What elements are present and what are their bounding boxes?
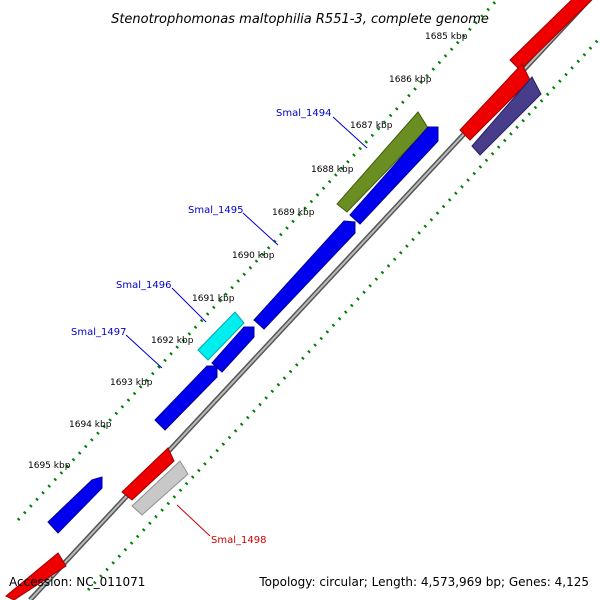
inner-tick-guide xyxy=(86,38,600,592)
callout-line xyxy=(242,212,279,246)
gene-smal-1495[interactable] xyxy=(253,220,356,330)
outer-tick-guide xyxy=(16,0,500,522)
gene-arrow-red[interactable] xyxy=(509,0,600,71)
tick-label: 1694 kbp xyxy=(69,420,112,430)
gene-arrow-red[interactable] xyxy=(5,552,67,600)
gene-label-smal-1494[interactable]: Smal_1494 xyxy=(276,108,331,119)
gene-smal-1497[interactable] xyxy=(154,365,218,431)
tick-label: 1693 kbp xyxy=(110,378,153,388)
callout-line xyxy=(171,287,207,323)
tick-label: 1688 kbp xyxy=(311,165,354,175)
gene-arrow-red[interactable] xyxy=(121,447,175,501)
tick-label: 1692 kbp xyxy=(151,336,194,346)
gene-cds-blue[interactable] xyxy=(349,126,439,225)
tick-label: 1695 kbp xyxy=(28,461,71,471)
accession-text: Accession: NC_011071 xyxy=(9,575,145,589)
tick-label: 1689 kbp xyxy=(272,208,315,218)
callout-line xyxy=(332,116,368,149)
tick-label: 1691 kbp xyxy=(192,294,235,304)
gene-label-smal-1495[interactable]: Smal_1495 xyxy=(188,205,243,216)
gene-cds-blue[interactable] xyxy=(47,476,103,534)
gene-arrow-slate[interactable] xyxy=(471,76,542,156)
tick-label: 1685 kbp xyxy=(425,32,468,42)
gene-label-smal-1497[interactable]: Smal_1497 xyxy=(71,327,126,338)
gene-label-smal-1498[interactable]: Smal_1498 xyxy=(211,535,266,546)
map-title: Stenotrophomonas maltophilia R551-3, com… xyxy=(111,12,489,27)
gene-label-smal-1496[interactable]: Smal_1496 xyxy=(116,280,171,291)
gene-smal-1498[interactable] xyxy=(131,460,189,516)
tick-label: 1687 kbp xyxy=(350,121,393,131)
gene-smal-1496[interactable] xyxy=(197,311,245,361)
tick-label: 1690 kbp xyxy=(232,251,275,261)
gene-cds-blue[interactable] xyxy=(211,326,255,373)
genome-summary-text: Topology: circular; Length: 4,573,969 bp… xyxy=(258,575,589,589)
callout-line xyxy=(125,334,163,369)
tick-label: 1686 kbp xyxy=(389,75,432,85)
callout-line xyxy=(176,504,211,537)
